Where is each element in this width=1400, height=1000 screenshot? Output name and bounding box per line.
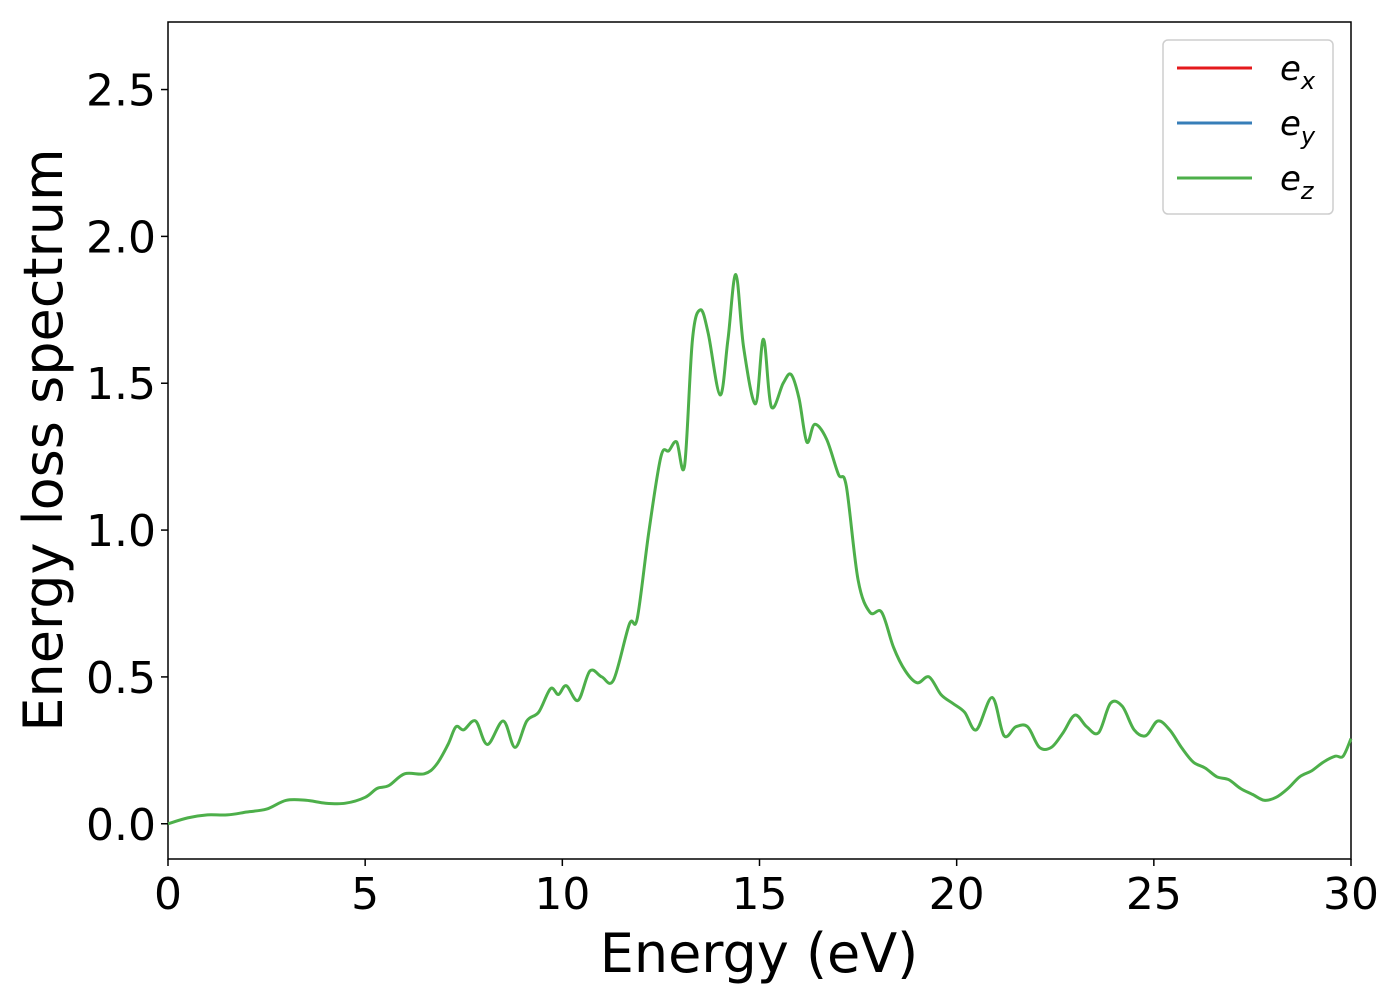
legend-box [1162, 39, 1334, 215]
y-tick-label: 0.0 [86, 800, 156, 851]
series-layer [167, 273, 1353, 826]
x-tick-label: 15 [732, 869, 788, 920]
legend-label-base: e [1280, 49, 1301, 89]
x-tick-label: 25 [1126, 869, 1182, 920]
x-tick-label: 30 [1323, 869, 1379, 920]
legend-label-subscript: z [1300, 177, 1315, 205]
legend-label-subscript: x [1300, 67, 1316, 95]
legend-label-base: e [1280, 104, 1301, 144]
plot-area [167, 21, 1352, 860]
y-tick-label: 2.5 [86, 66, 156, 117]
x-tick-label: 5 [351, 869, 379, 920]
y-axis-label: Energy loss spectrum [12, 148, 75, 731]
legend-label-ex: ex [1280, 49, 1316, 95]
x-axis-ticks: 0 5 10 15 20 25 30 [154, 859, 1379, 920]
legend-label-ey: ey [1280, 104, 1316, 150]
x-tick-label: 20 [929, 869, 985, 920]
x-tick-label: 0 [154, 869, 182, 920]
legend-label-base: e [1280, 159, 1301, 199]
legend-label-ez: ez [1280, 159, 1315, 205]
y-axis-ticks: 0.0 0.5 1.0 1.5 2.0 2.5 [86, 66, 168, 851]
series-line-ez [167, 273, 1353, 826]
y-tick-label: 2.0 [86, 212, 156, 263]
y-tick-label: 1.5 [86, 359, 156, 410]
x-tick-label: 10 [534, 869, 590, 920]
y-tick-label: 1.0 [86, 506, 156, 557]
x-axis-label: Energy (eV) [600, 922, 919, 985]
legend-label-subscript: y [1300, 122, 1316, 150]
y-tick-label: 0.5 [86, 653, 156, 704]
